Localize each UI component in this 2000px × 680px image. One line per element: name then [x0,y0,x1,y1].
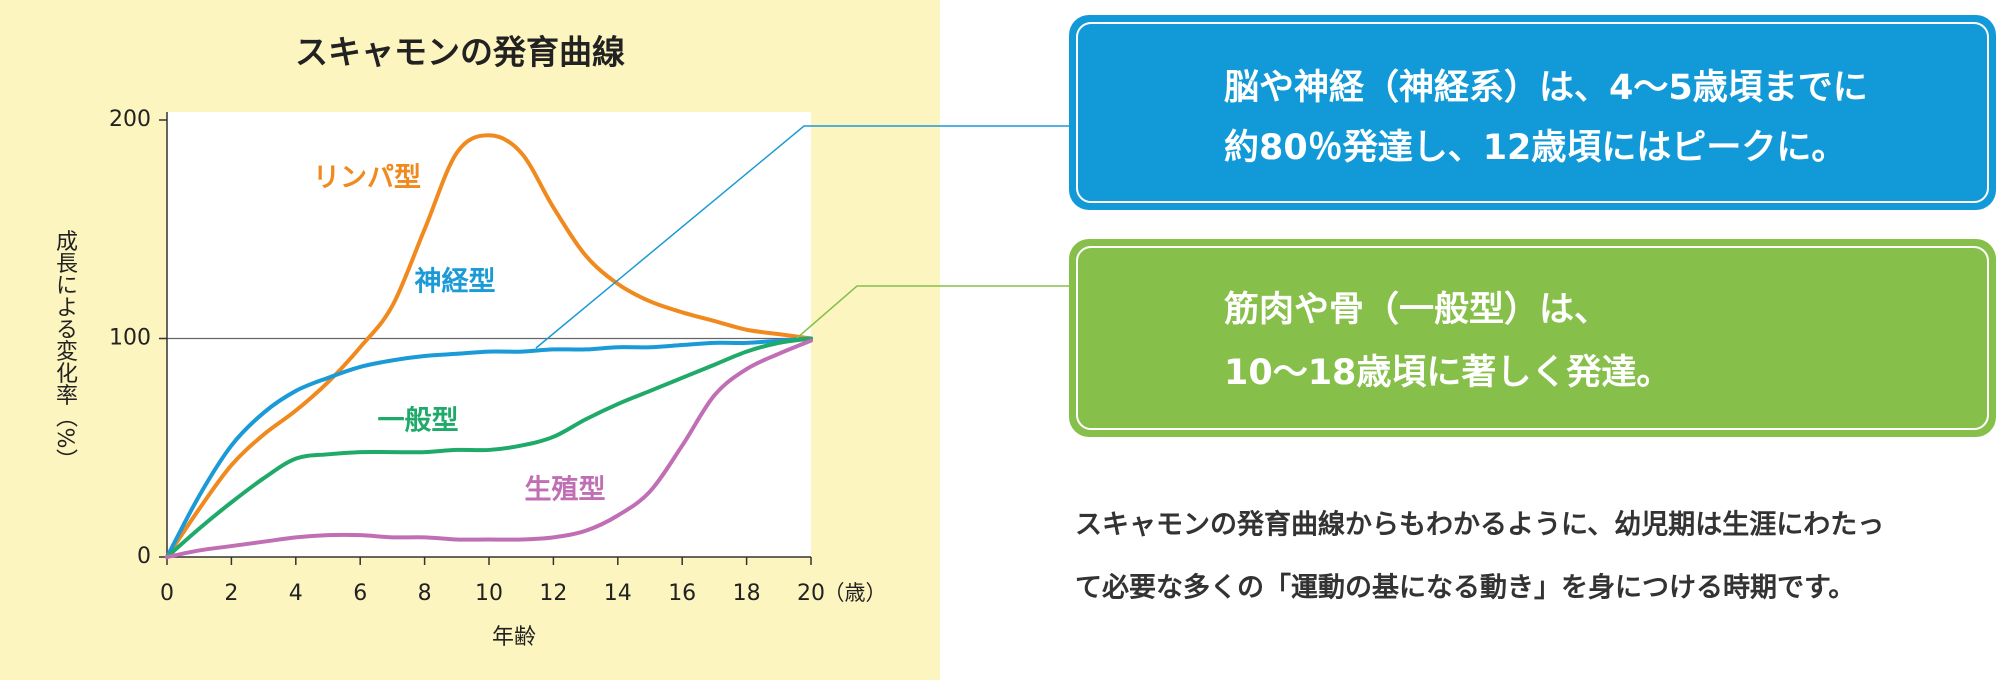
connector [796,285,1069,339]
series-line [165,338,813,559]
callout-text: 脳や神経（神経系）は、4〜5歳頃までに [1224,68,1868,108]
x-tick-label: 10 [475,581,503,606]
plot-area [167,112,811,557]
y-tick-label: 100 [109,326,151,351]
x-tick-label: 8 [418,581,432,606]
callout-text: 10〜18歳頃に著しく発達。 [1224,353,1671,393]
series-line [165,133,813,559]
x-tick-label: 0 [160,581,174,606]
x-tick-label: 4 [289,581,303,606]
x-tick-label: 14 [604,581,632,606]
x-tick-label: 20 [797,581,825,606]
callout-border [1076,22,1989,203]
x-tick-label: 18 [733,581,761,606]
x-axis-label: 年齢 [492,625,536,650]
series-label: 神経型 [415,266,496,298]
y-axis-label: 成長による変化率（%） [52,230,78,471]
callout-text: 筋肉や骨（一般型）は、 [1224,290,1609,330]
connector [535,125,1069,349]
paragraph-line: スキャモンの発育曲線からもわかるように、幼児期は生涯にわたっ [1075,509,1884,541]
series-label: 生殖型 [525,475,606,506]
chart-title: スキャモンの発育曲線 [295,33,625,72]
series-line [165,336,813,559]
series-label: 一般型 [378,405,459,437]
x-axis-unit: （歳） [824,581,887,605]
callout-box [1069,239,1996,437]
y-tick-label: 200 [109,107,151,132]
callout-text: 約80％発達し、12歳頃にはピークに。 [1224,128,1846,168]
x-tick-label: 16 [668,581,696,606]
x-tick-label: 6 [353,581,367,606]
series-label: リンパ型 [313,163,421,194]
callout-border [1076,246,1989,430]
x-tick-label: 2 [224,581,238,606]
y-tick-label: 0 [137,544,151,569]
series-line [165,336,813,559]
x-tick-label: 12 [539,581,567,606]
callout-box [1069,15,1996,210]
paragraph-line: て必要な多くの「運動の基になる動き」を身につける時期です。 [1075,572,1855,604]
